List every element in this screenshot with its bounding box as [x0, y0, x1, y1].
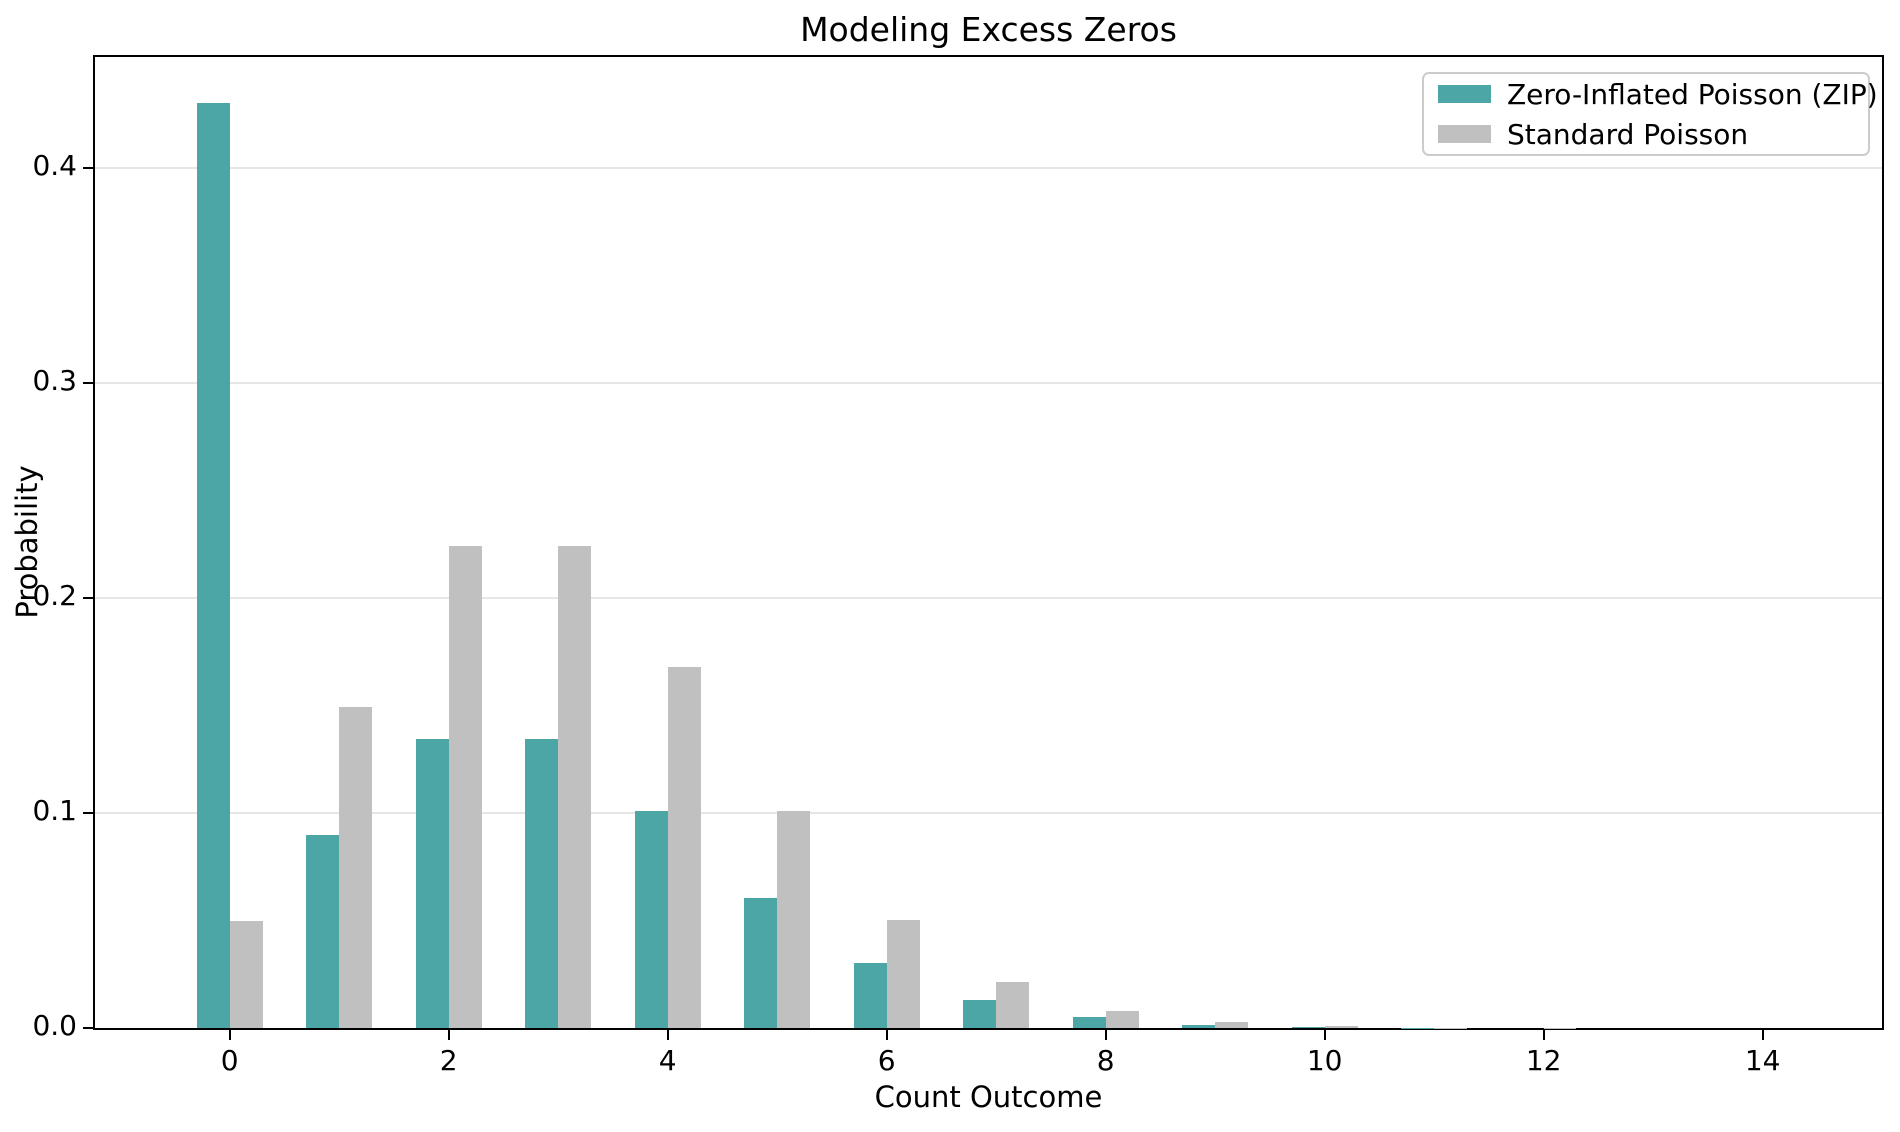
x-tick-mark-6 [885, 1028, 888, 1040]
y-tick-label-0.4: 0.4 [32, 148, 77, 182]
x-axis-label: Count Outcome [874, 1080, 1103, 1114]
bar-poisson-0 [229, 920, 263, 1028]
y-tick-mark-0.2 [83, 596, 95, 599]
bar-poisson-4 [667, 666, 701, 1028]
bar-zip-5 [744, 897, 778, 1028]
bar-zip-6 [853, 963, 887, 1028]
bar-poisson-7 [996, 981, 1029, 1028]
x-tick-label-6: 6 [877, 1044, 896, 1077]
bar-poisson-3 [558, 546, 592, 1028]
bar-poisson-5 [777, 811, 810, 1028]
x-tick-mark-14 [1761, 1028, 1764, 1040]
x-tick-mark-4 [666, 1028, 669, 1040]
x-tick-mark-8 [1104, 1028, 1107, 1040]
bar-poisson-1 [339, 706, 373, 1028]
legend-label-poisson: Standard Poisson [1507, 117, 1749, 151]
x-tick-label-8: 8 [1096, 1044, 1115, 1077]
bar-poisson-6 [886, 919, 920, 1028]
bar-zip-0 [196, 103, 230, 1028]
plot-area: 0 2 4 6 8 10 12 14 0.0 0.1 0.2 0.3 0.4 [32, 55, 1884, 1077]
x-tick-mark-0 [228, 1028, 231, 1040]
y-tick-label-0.2: 0.2 [32, 578, 77, 612]
gridline-y-0.2 [95, 596, 1882, 599]
legend-item-zip: Zero-Inflated Poisson (ZIP) [1438, 78, 1878, 111]
bar-zip-3 [525, 738, 559, 1028]
legend-swatch-zip [1438, 85, 1491, 103]
x-tick-mark-10 [1323, 1028, 1326, 1040]
bar-zip-9 [1182, 1024, 1216, 1028]
x-tick-label-14: 14 [1744, 1044, 1781, 1077]
bar-poisson-9 [1215, 1022, 1248, 1028]
gridline-y-0.3 [95, 381, 1882, 384]
x-tick-label-12: 12 [1525, 1044, 1562, 1077]
legend-item-poisson: Standard Poisson [1438, 118, 1854, 151]
y-tick-label-0.3: 0.3 [32, 363, 77, 397]
bar-zip-4 [634, 811, 668, 1028]
x-tick-label-10: 10 [1306, 1044, 1343, 1077]
y-tick-label-0.1: 0.1 [32, 793, 77, 827]
gridline-y-0.1 [95, 811, 1882, 814]
bar-zip-10 [1291, 1026, 1325, 1028]
y-tick-mark-0.4 [83, 166, 95, 169]
x-tick-label-0: 0 [220, 1044, 239, 1077]
legend-label-zip: Zero-Inflated Poisson (ZIP) [1507, 77, 1878, 111]
x-tick-mark-2 [447, 1028, 450, 1040]
bar-zip-2 [415, 738, 449, 1028]
x-tick-label-2: 2 [439, 1044, 458, 1077]
bar-poisson-10 [1324, 1026, 1358, 1028]
y-tick-mark-0.0 [83, 1027, 95, 1029]
x-tick-label-4: 4 [658, 1044, 677, 1077]
y-tick-label-0.0: 0.0 [32, 1009, 77, 1042]
gridline-y-0.4 [95, 166, 1882, 169]
bar-poisson-8 [1105, 1010, 1139, 1028]
bar-zip-1 [306, 835, 340, 1028]
bar-zip-7 [963, 1000, 997, 1028]
legend: Zero-Inflated Poisson (ZIP) Standard Poi… [1422, 72, 1878, 156]
y-tick-mark-0.1 [83, 811, 95, 814]
bar-zip-8 [1072, 1017, 1106, 1028]
bar-poisson-2 [448, 546, 482, 1028]
chart-title: Modeling Excess Zeros [800, 10, 1177, 49]
y-tick-mark-0.3 [83, 381, 95, 384]
legend-swatch-poisson [1438, 125, 1491, 143]
x-tick-mark-12 [1542, 1028, 1545, 1040]
